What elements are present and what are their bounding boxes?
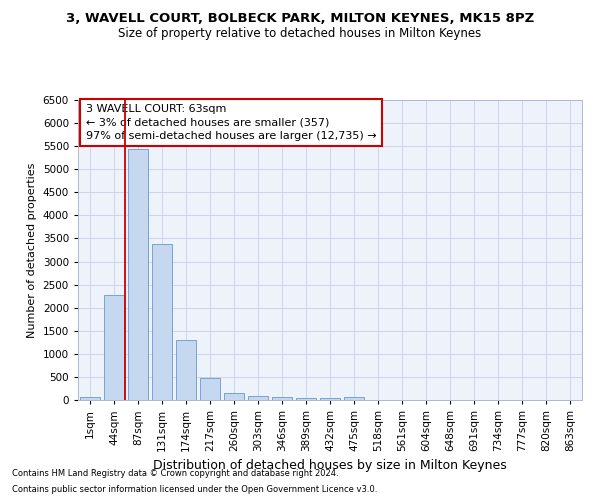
Bar	[80, 397, 100, 400]
Text: Contains HM Land Registry data © Crown copyright and database right 2024.: Contains HM Land Registry data © Crown c…	[12, 468, 338, 477]
Text: Size of property relative to detached houses in Milton Keynes: Size of property relative to detached ho…	[118, 28, 482, 40]
Y-axis label: Number of detached properties: Number of detached properties	[27, 162, 37, 338]
Text: Contains public sector information licensed under the Open Government Licence v3: Contains public sector information licen…	[12, 485, 377, 494]
Bar	[128, 150, 148, 400]
Bar	[296, 398, 316, 400]
Bar	[152, 244, 172, 400]
Bar	[272, 397, 292, 400]
X-axis label: Distribution of detached houses by size in Milton Keynes: Distribution of detached houses by size …	[153, 460, 507, 472]
Bar	[344, 397, 364, 400]
Bar	[104, 295, 124, 400]
Bar	[176, 340, 196, 400]
Text: 3 WAVELL COURT: 63sqm
← 3% of detached houses are smaller (357)
97% of semi-deta: 3 WAVELL COURT: 63sqm ← 3% of detached h…	[86, 104, 376, 141]
Bar	[320, 398, 340, 400]
Bar	[248, 396, 268, 400]
Text: 3, WAVELL COURT, BOLBECK PARK, MILTON KEYNES, MK15 8PZ: 3, WAVELL COURT, BOLBECK PARK, MILTON KE…	[66, 12, 534, 26]
Bar	[200, 378, 220, 400]
Bar	[224, 392, 244, 400]
